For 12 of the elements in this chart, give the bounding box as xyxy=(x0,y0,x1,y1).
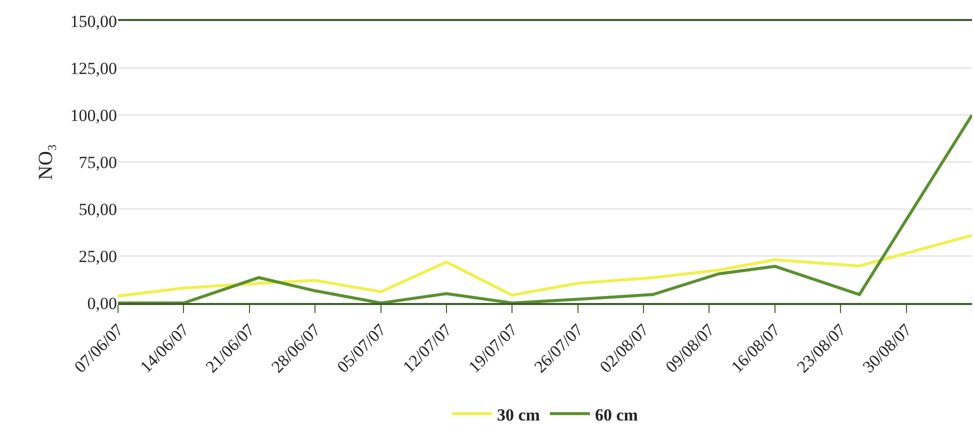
legend-label: 60 cm xyxy=(594,405,638,424)
line-series xyxy=(118,234,972,298)
y-tick-label: 50,00 xyxy=(78,200,117,219)
y-tick-label: 150,00 xyxy=(70,12,117,31)
y-tick-label: 25,00 xyxy=(78,246,117,266)
y-tick-label: 125,00 xyxy=(70,58,117,78)
y-tick-label: 100,00 xyxy=(70,106,117,125)
y-tick-label: 0,00 xyxy=(87,294,117,313)
y-tick-label: 75,00 xyxy=(78,152,117,172)
y-axis-title: NO₃ xyxy=(34,144,57,180)
legend-label: 30 cm xyxy=(497,405,540,424)
line-series xyxy=(118,114,972,303)
